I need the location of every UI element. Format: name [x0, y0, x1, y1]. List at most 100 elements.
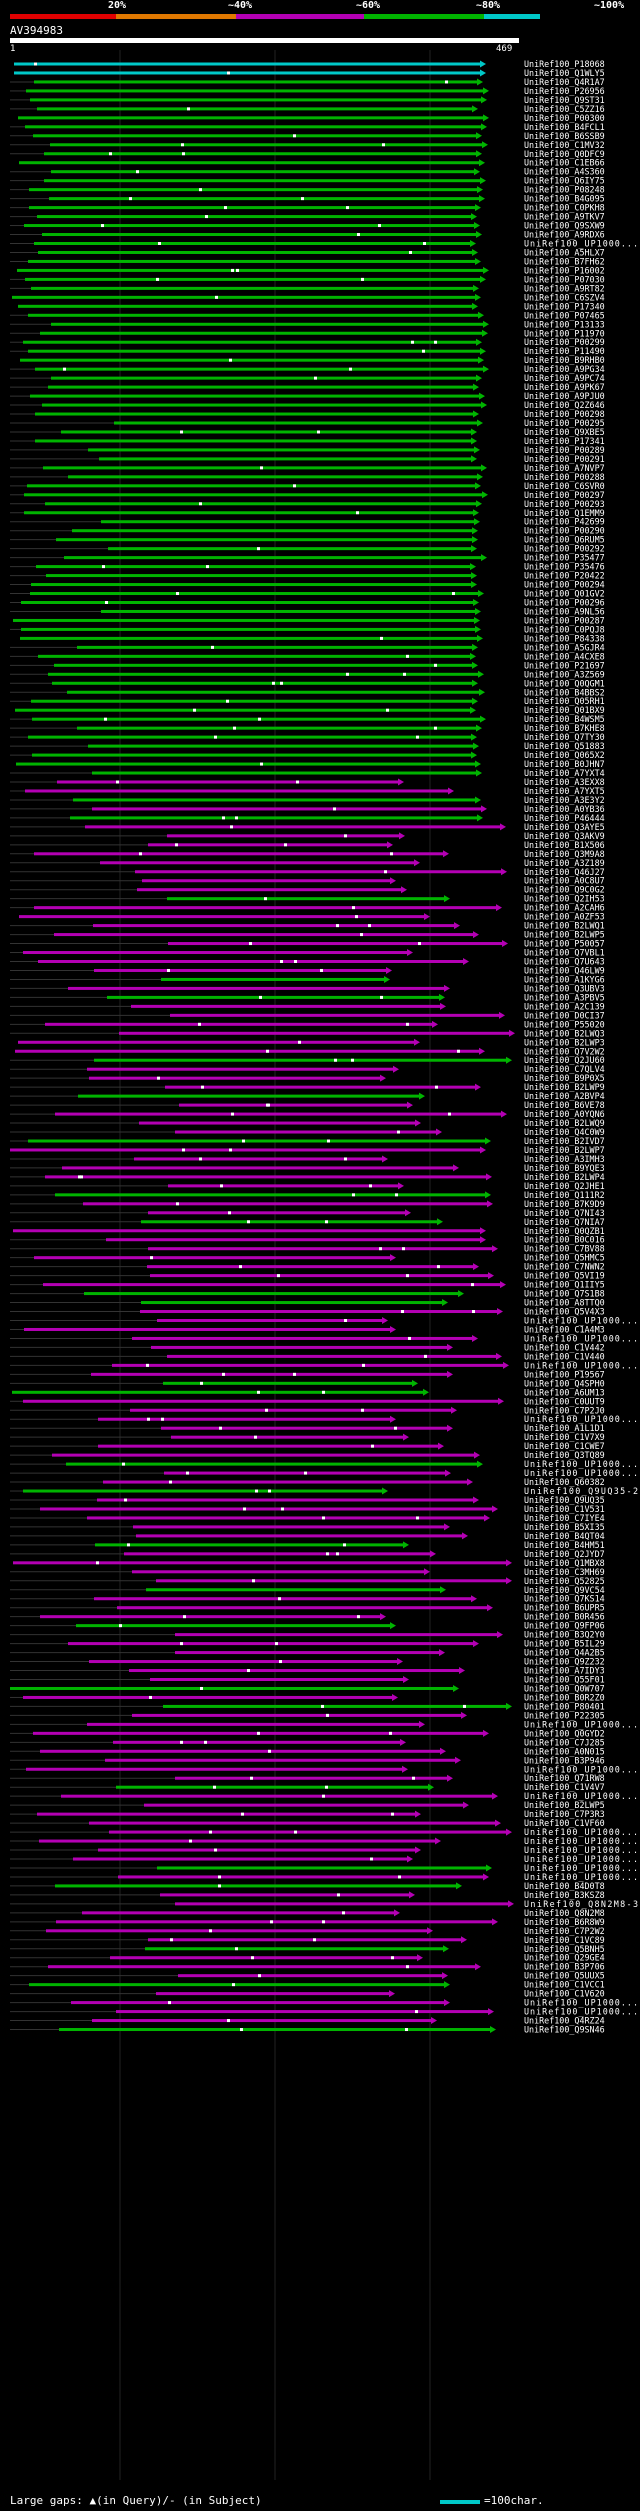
hit-label[interactable]: UniRef100_A9PC74 — [524, 373, 605, 383]
alignment-bar[interactable] — [110, 1956, 417, 1960]
hit-label[interactable]: UniRef100_Q9SN46 — [524, 2025, 605, 2035]
hit-label[interactable]: UniRef100_A3Z569 — [524, 669, 605, 679]
hit-label[interactable]: UniRef100_P35477 — [524, 553, 605, 563]
alignment-bar[interactable] — [45, 1175, 486, 1179]
alignment-bar[interactable] — [132, 1336, 472, 1340]
hit-label[interactable]: UniRef100_B0JHN7 — [524, 759, 605, 769]
hit-label[interactable]: UniRef100_B6UPR5 — [524, 1603, 605, 1613]
alignment-bar[interactable] — [56, 1920, 492, 1924]
alignment-bar[interactable] — [12, 295, 475, 299]
alignment-bar[interactable] — [30, 592, 478, 596]
alignment-bar[interactable] — [33, 134, 476, 138]
hit-label[interactable]: UniRef100_C1A4M3 — [524, 1324, 605, 1334]
hit-label[interactable]: UniRef100_Q1MBX8 — [524, 1558, 605, 1568]
alignment-bar[interactable] — [44, 152, 476, 156]
alignment-bar[interactable] — [89, 1076, 380, 1080]
hit-label[interactable]: UniRef100_C7P2W2 — [524, 1926, 605, 1936]
alignment-bar[interactable] — [61, 430, 471, 434]
alignment-bar[interactable] — [68, 986, 444, 990]
hit-label[interactable]: UniRef100_UP1000... — [524, 1333, 638, 1343]
alignment-bar[interactable] — [31, 583, 471, 587]
hit-label[interactable]: UniRef100_B7K9D9 — [524, 1199, 605, 1209]
alignment-bar[interactable] — [132, 1570, 424, 1574]
alignment-bar[interactable] — [46, 1929, 427, 1933]
hit-label[interactable]: UniRef100_Q3M9A8 — [524, 849, 605, 859]
alignment-bar[interactable] — [113, 1740, 400, 1744]
hit-label[interactable]: UniRef100_Q8N2M8 — [524, 1908, 605, 1918]
hit-label[interactable]: UniRef100_Q7U643 — [524, 957, 605, 967]
alignment-bar[interactable] — [39, 1839, 435, 1843]
hit-label[interactable]: UniRef100_P07465 — [524, 310, 605, 320]
hit-label[interactable]: UniRef100_P84338 — [524, 633, 605, 643]
hit-label[interactable]: UniRef100_Q7KS14 — [524, 1594, 605, 1604]
hit-label[interactable]: UniRef100_B1X506 — [524, 840, 605, 850]
alignment-bar[interactable] — [157, 1319, 382, 1322]
alignment-bar[interactable] — [87, 1067, 393, 1071]
hit-label[interactable]: UniRef100_A5HLX7 — [524, 247, 605, 257]
hit-label[interactable]: UniRef100_C0UUT9 — [524, 1396, 605, 1406]
hit-label[interactable]: UniRef100_Q1EMM9 — [524, 508, 605, 518]
hit-label[interactable]: UniRef100_C7P2J0 — [524, 1405, 605, 1415]
hit-label[interactable]: UniRef100_C1V440 — [524, 1351, 605, 1361]
alignment-bar[interactable] — [161, 977, 384, 981]
hit-label[interactable]: UniRef100_Q7NI43 — [524, 1208, 605, 1218]
alignment-bar[interactable] — [10, 1686, 453, 1690]
alignment-bar[interactable] — [10, 1148, 480, 1152]
alignment-bar[interactable] — [94, 1597, 471, 1601]
hit-label[interactable]: UniRef100_B2LWP5 — [524, 930, 605, 940]
alignment-bar[interactable] — [144, 1803, 463, 1807]
hit-label[interactable]: UniRef100_Q3TQ89 — [524, 1450, 605, 1460]
alignment-bar[interactable] — [31, 699, 472, 703]
hit-label[interactable]: UniRef100_UP1000... — [524, 1360, 638, 1370]
alignment-bar[interactable] — [140, 1310, 497, 1314]
alignment-bar[interactable] — [24, 1327, 390, 1331]
hit-label[interactable]: UniRef100_Q0W707 — [524, 1683, 605, 1693]
hit-label[interactable]: UniRef100_UP1000... — [524, 239, 638, 249]
hit-label[interactable]: UniRef100_Q2JHE1 — [524, 1181, 605, 1191]
alignment-bar[interactable] — [24, 493, 482, 497]
hit-label[interactable]: UniRef100_Q01BX9 — [524, 705, 605, 715]
hit-label[interactable]: UniRef100_A8TTQ0 — [524, 1298, 605, 1308]
alignment-bar[interactable] — [148, 1247, 492, 1251]
hit-label[interactable]: UniRef100_P00295 — [524, 418, 605, 428]
hit-label[interactable]: UniRef100_B4QT04 — [524, 1531, 605, 1541]
alignment-bar[interactable] — [57, 780, 398, 784]
hit-label[interactable]: UniRef100_P19567 — [524, 1369, 605, 1379]
hit-label[interactable]: UniRef100_P00287 — [524, 615, 605, 625]
hit-label[interactable]: UniRef100_B4BBS2 — [524, 687, 605, 697]
alignment-bar[interactable] — [54, 663, 472, 667]
alignment-bar[interactable] — [38, 960, 463, 963]
hit-label[interactable]: UniRef100_P22305 — [524, 1710, 605, 1720]
hit-label[interactable]: UniRef100_Q46J27 — [524, 867, 605, 877]
hit-label[interactable]: UniRef100_B5IL29 — [524, 1639, 605, 1649]
alignment-bar[interactable] — [109, 1830, 506, 1834]
alignment-bar[interactable] — [28, 1139, 485, 1143]
alignment-bar[interactable] — [167, 897, 444, 901]
alignment-bar[interactable] — [61, 1794, 492, 1798]
hit-label[interactable]: UniRef100_UP1000... — [524, 1863, 638, 1873]
alignment-bar[interactable] — [23, 1695, 392, 1699]
alignment-bar[interactable] — [117, 1606, 487, 1610]
hit-label[interactable]: UniRef100_Q6IY75 — [524, 176, 605, 186]
alignment-bar[interactable] — [23, 340, 476, 344]
alignment-bar[interactable] — [167, 1354, 496, 1358]
alignment-bar[interactable] — [38, 654, 470, 658]
alignment-bar[interactable] — [85, 825, 500, 829]
hit-label[interactable]: UniRef100_A1L1D1 — [524, 1423, 605, 1433]
alignment-bar[interactable] — [73, 1857, 407, 1861]
hit-label[interactable]: UniRef100_C1MV32 — [524, 140, 605, 150]
alignment-bar[interactable] — [55, 1112, 501, 1116]
hit-label[interactable]: UniRef100_Q55F01 — [524, 1675, 605, 1685]
alignment-bar[interactable] — [160, 1893, 409, 1897]
alignment-bar[interactable] — [24, 224, 474, 228]
alignment-bar[interactable] — [13, 1229, 480, 1233]
alignment-bar[interactable] — [141, 1301, 442, 1305]
alignment-bar[interactable] — [135, 870, 501, 874]
hit-label[interactable]: UniRef100_B0R456 — [524, 1612, 605, 1622]
hit-label[interactable]: UniRef100_UP1000... — [524, 1827, 638, 1837]
alignment-bar[interactable] — [42, 233, 476, 237]
alignment-bar[interactable] — [97, 1498, 473, 1502]
hit-label[interactable]: UniRef100_A2C139 — [524, 1001, 605, 1011]
hit-label[interactable]: UniRef100_C0PQJ8 — [524, 624, 605, 634]
alignment-bar[interactable] — [48, 672, 478, 676]
